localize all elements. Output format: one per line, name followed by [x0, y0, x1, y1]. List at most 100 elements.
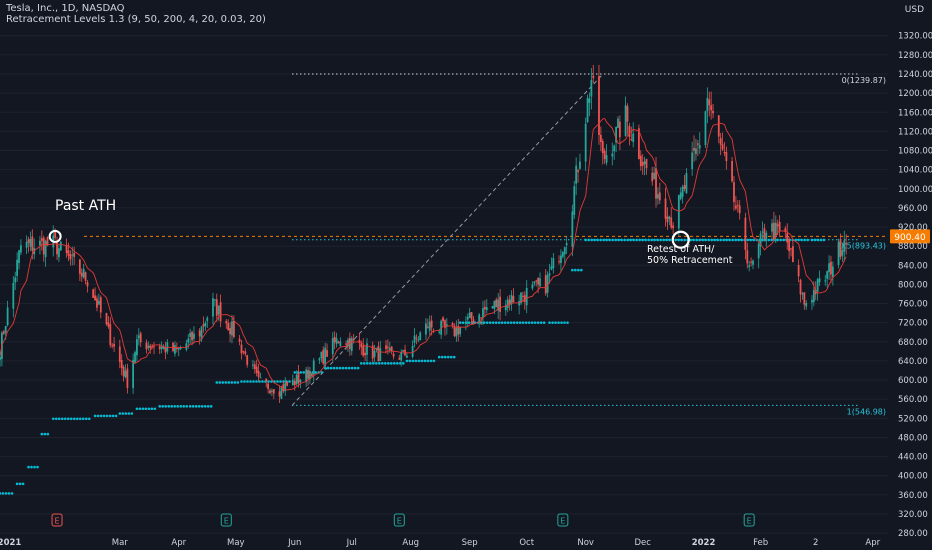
candle-body	[763, 228, 766, 239]
candle-body	[533, 281, 536, 284]
level-dot	[488, 321, 492, 324]
trend-line	[291, 73, 604, 406]
level-dot	[719, 238, 722, 242]
candle-body	[6, 307, 9, 326]
level-dot	[440, 355, 444, 359]
candle-body	[588, 98, 591, 103]
candle-body	[426, 326, 429, 328]
candle-body	[493, 300, 496, 309]
candle-body	[286, 381, 289, 386]
level-dot	[21, 482, 25, 486]
level-dot	[246, 380, 249, 383]
candle-body	[255, 366, 258, 373]
candle-body	[377, 346, 380, 362]
candle-body	[598, 75, 600, 136]
candle-body	[299, 380, 302, 382]
candle-body	[185, 343, 188, 350]
indicator-legend[interactable]: Retracement Levels 1.3 (9, 50, 200, 4, 2…	[6, 14, 266, 25]
level-dot	[432, 359, 436, 363]
level-dot	[302, 371, 306, 374]
level-dot	[96, 414, 100, 418]
candle-body	[765, 232, 768, 239]
candle-body	[109, 324, 112, 346]
candle-body	[238, 338, 241, 342]
level-dot	[51, 417, 55, 421]
retest-label: Retest of ATH/	[647, 244, 715, 255]
candle-body	[643, 161, 646, 165]
candle-body	[455, 327, 458, 337]
candle-body	[655, 168, 657, 199]
level-dot	[722, 238, 725, 242]
y-tick-label: 1320.00	[898, 32, 932, 42]
level-dot	[650, 238, 653, 242]
level-dot	[255, 380, 258, 383]
candle-body	[164, 346, 167, 353]
earnings-label: E	[747, 517, 752, 526]
level-dot	[635, 238, 638, 242]
candle-body	[267, 383, 270, 389]
candle-body	[831, 266, 834, 278]
candle-body	[212, 298, 214, 317]
y-tick-label: 440.00	[898, 453, 928, 463]
level-dot	[515, 321, 519, 324]
candle-body	[406, 355, 408, 358]
level-dot	[374, 362, 378, 365]
candle-body	[253, 364, 256, 370]
candle-body	[67, 250, 70, 256]
x-tick-label: Dec	[634, 538, 651, 548]
candle-body	[723, 152, 726, 154]
level-dot	[593, 238, 596, 242]
chart-title: Tesla, Inc., 1D, NASDAQ	[6, 3, 125, 14]
candle-body	[685, 172, 688, 194]
candle-body	[56, 241, 58, 255]
level-dot	[641, 238, 644, 242]
level-dot	[677, 238, 680, 242]
y-tick-label: 960.00	[898, 204, 928, 214]
level-dot	[617, 238, 620, 242]
candle-body	[20, 245, 22, 253]
candle-body	[664, 198, 667, 219]
level-dot	[4, 492, 8, 495]
level-dot	[10, 492, 14, 495]
candle-body	[590, 80, 593, 97]
level-dot	[240, 380, 243, 383]
level-dot	[414, 359, 418, 363]
candle-body	[725, 151, 728, 162]
candle-body	[445, 324, 448, 327]
candle-body	[803, 292, 806, 305]
candle-body	[366, 343, 368, 355]
candle-body	[744, 217, 747, 250]
level-dot	[776, 238, 779, 242]
moving-average	[0, 118, 847, 391]
level-dot	[662, 238, 665, 242]
candle-body	[508, 299, 511, 306]
y-tick-label: 1160.00	[898, 108, 932, 118]
candle-body	[172, 342, 174, 351]
earnings-label: E	[55, 517, 60, 526]
level-dot	[233, 381, 237, 384]
x-tick-label: Mar	[112, 538, 129, 548]
candle-body	[322, 349, 325, 364]
candle-body	[748, 265, 751, 267]
level-dot	[27, 465, 30, 469]
level-dot	[270, 380, 273, 383]
annotations: Past ATH Retest of ATH/50% Retracement 900…	[48, 198, 930, 527]
level-dot	[108, 414, 112, 418]
candle-body	[16, 259, 19, 276]
candle-body	[99, 297, 102, 313]
level-dot	[740, 238, 743, 242]
candle-body	[681, 186, 684, 197]
candle-body	[575, 165, 578, 184]
x-tick-label: 2	[813, 538, 818, 548]
level-dot	[596, 238, 599, 242]
level-dot	[314, 371, 318, 374]
candle-body	[704, 111, 707, 145]
candle-body	[565, 243, 568, 246]
candle-body	[40, 238, 43, 241]
candle-body	[345, 343, 347, 345]
candle-body	[658, 192, 661, 201]
candle-body	[706, 97, 709, 112]
candle-body	[442, 317, 444, 322]
level-dot	[99, 414, 103, 418]
